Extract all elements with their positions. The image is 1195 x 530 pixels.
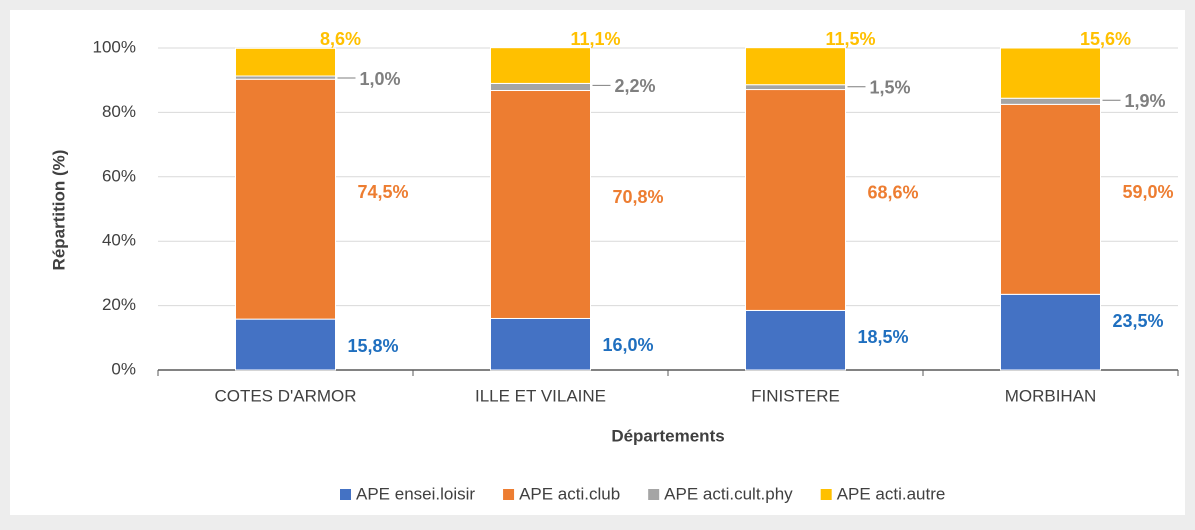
legend-label: APE ensei.loisir [356, 484, 475, 503]
data-label: 1,0% [360, 69, 401, 89]
bar-segment [490, 82, 591, 92]
bar-segment [745, 89, 846, 311]
data-label: 11,5% [825, 29, 875, 49]
data-label: 1,5% [870, 77, 911, 97]
bar-segment [1000, 293, 1101, 371]
data-label: 68,6% [868, 183, 919, 203]
bar-segment [235, 78, 336, 320]
legend-swatch [340, 489, 351, 500]
x-tick-label: MORBIHAN [1005, 386, 1097, 405]
bar-segment [490, 90, 591, 319]
legend-label: APE acti.cult.phy [664, 484, 793, 503]
data-label: 59,0% [1123, 182, 1174, 202]
bar-segment [235, 47, 336, 77]
legend-label: APE acti.club [519, 484, 620, 503]
y-tick-label: 40% [102, 231, 136, 250]
y-tick-label: 100% [93, 37, 136, 56]
data-label: 74,5% [358, 182, 409, 202]
legend-swatch [503, 489, 515, 500]
bar-segment [1000, 97, 1101, 105]
bar-segment [1000, 103, 1101, 295]
data-label: 70,8% [613, 187, 664, 207]
x-axis-label: Départements [611, 426, 724, 445]
y-tick-label: 0% [111, 359, 136, 378]
data-label: 15,6% [1080, 29, 1131, 49]
y-tick-label: 80% [102, 102, 136, 121]
data-label: 23,5% [1113, 311, 1164, 331]
data-label: 16,0% [603, 335, 654, 355]
x-tick-label: COTES D'ARMOR [214, 386, 356, 405]
bar-segment [1000, 47, 1101, 99]
bar-segment [235, 318, 336, 371]
bar-segment [745, 47, 846, 86]
data-label: 2,2% [615, 76, 656, 96]
data-label: 8,6% [320, 29, 361, 49]
y-tick-label: 20% [102, 295, 136, 314]
bar-segment [745, 309, 846, 371]
bar-segment [745, 84, 846, 91]
data-label: 15,8% [348, 336, 399, 356]
legend-label: APE acti.autre [837, 484, 946, 503]
data-label: 18,5% [858, 327, 909, 347]
x-tick-label: ILLE ET VILAINE [475, 386, 606, 405]
plot-background [10, 10, 1185, 515]
y-axis-label: Répartition (%) [49, 150, 68, 271]
legend-swatch [648, 489, 660, 500]
x-tick-label: FINISTERE [751, 386, 840, 405]
bar-segment [490, 317, 591, 371]
data-label: 1,9% [1125, 91, 1166, 111]
legend-swatch [820, 489, 832, 500]
y-tick-label: 60% [102, 166, 136, 185]
data-label: 11,1% [570, 29, 620, 49]
bar-segment [490, 47, 591, 84]
